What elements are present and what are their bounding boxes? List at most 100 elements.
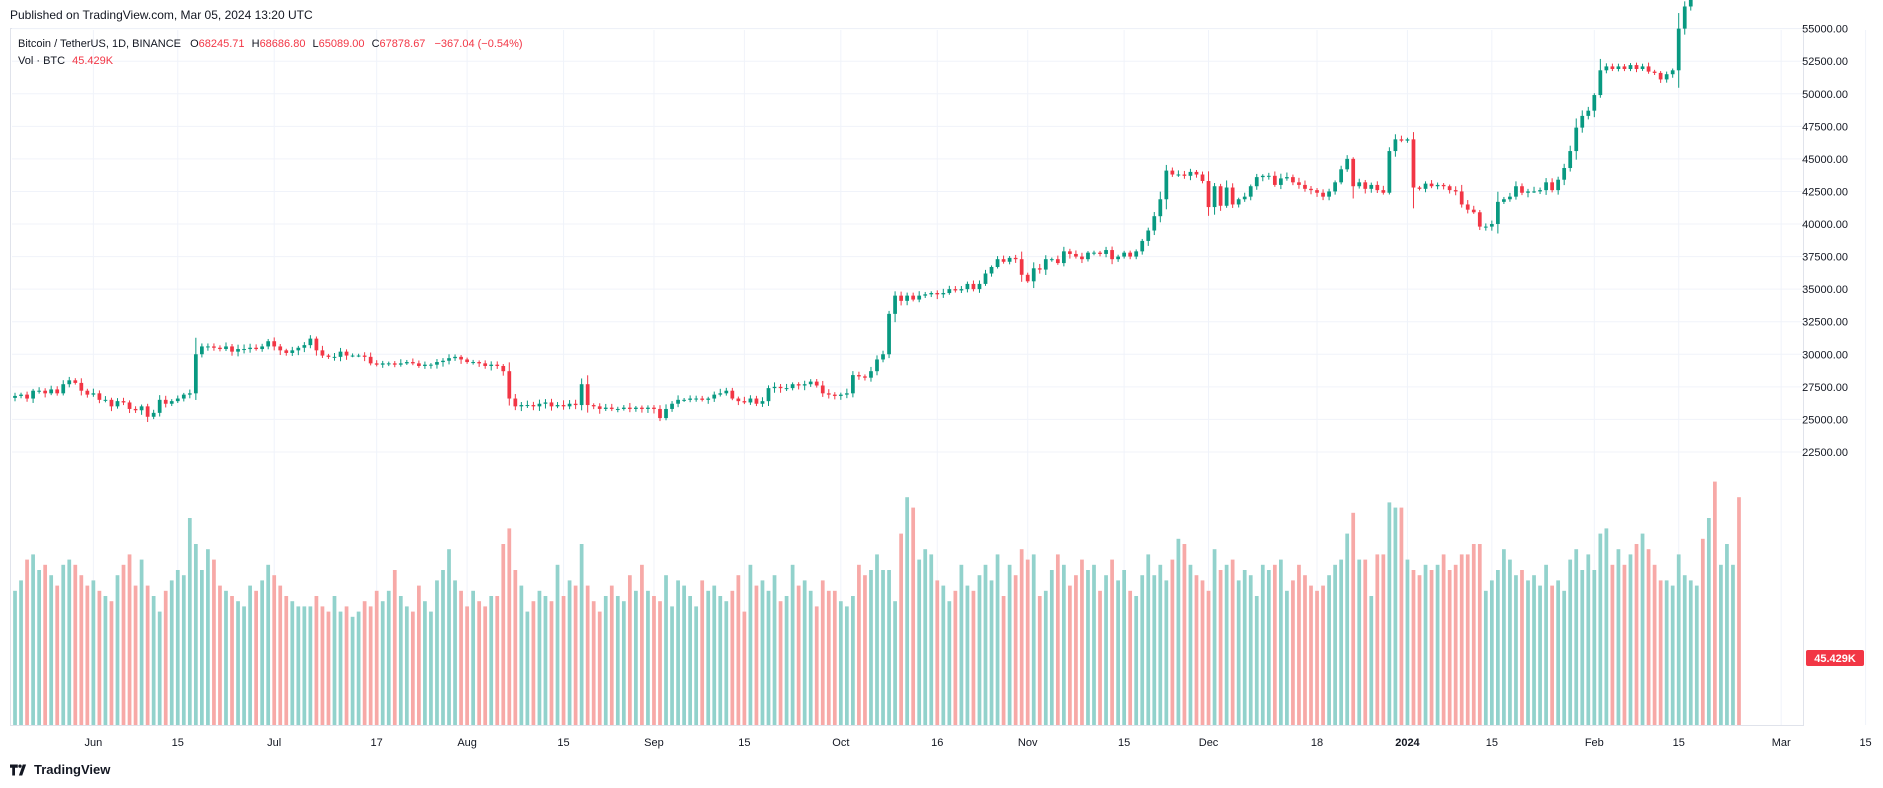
volume-bar <box>49 575 54 725</box>
volume-bar <box>266 564 271 725</box>
candle-body <box>863 376 867 378</box>
candle-body <box>1315 190 1319 193</box>
volume-bar <box>1309 585 1313 725</box>
time-tick-label: Mar <box>1772 737 1791 749</box>
volume-bar <box>1399 507 1404 725</box>
candle-body <box>163 399 168 404</box>
candle-body <box>1128 252 1133 257</box>
volume-bar <box>1441 554 1446 725</box>
volume-bar <box>386 590 391 725</box>
candle-body <box>206 346 210 348</box>
volume-bar <box>760 580 765 725</box>
candle-body <box>121 401 126 403</box>
volume-bar <box>1272 564 1277 725</box>
price-tick-label: 47500.00 <box>1802 121 1848 133</box>
close-value: 67878.67 <box>379 38 426 50</box>
volume-bar <box>929 554 934 725</box>
tradingview-footer[interactable]: TradingView <box>10 762 110 777</box>
volume-bar <box>1260 564 1265 725</box>
volume-bar <box>688 596 693 725</box>
candle-body <box>772 386 777 389</box>
volume-bar <box>163 590 168 725</box>
volume-bar <box>1586 554 1591 725</box>
volume-bar <box>260 580 265 725</box>
volume-bar <box>784 596 789 725</box>
candle-body <box>1405 139 1410 141</box>
candle-body <box>814 381 819 386</box>
volume-bar <box>814 606 819 725</box>
candle-body <box>1550 182 1554 191</box>
volume-bar <box>700 580 705 725</box>
candle-body <box>1646 66 1651 72</box>
candle-body <box>386 363 391 365</box>
volume-bar <box>37 570 41 725</box>
volume-bar <box>344 606 349 725</box>
volume-bar <box>1188 564 1193 725</box>
volume-bar <box>423 601 427 725</box>
candle-body <box>573 403 578 406</box>
candle-body <box>31 390 35 399</box>
volume-bar <box>507 528 512 725</box>
volume-bar <box>1483 590 1488 725</box>
volume-value: 45.429K <box>72 55 114 67</box>
time-tick-label: Dec <box>1199 737 1219 749</box>
candle-body <box>471 362 476 364</box>
volume-bar <box>802 580 807 725</box>
volume-bar <box>1013 575 1018 725</box>
candle-body <box>37 390 41 392</box>
volume-bar <box>459 590 463 725</box>
candle-body <box>694 398 699 400</box>
candle-body <box>838 394 843 396</box>
volume-bar <box>670 606 674 725</box>
volume-bar <box>1230 559 1235 725</box>
volume-bar <box>832 590 837 725</box>
volume-bar <box>67 559 72 725</box>
volume-bar <box>157 611 162 725</box>
volume-bar <box>609 585 614 725</box>
candle-body <box>748 398 753 403</box>
volume-bar <box>1055 554 1060 725</box>
candle-body <box>260 346 265 350</box>
candle-body <box>730 390 735 399</box>
volume-bar <box>441 570 445 725</box>
candle-body <box>875 359 879 372</box>
candle-body <box>61 384 66 394</box>
volume-bar <box>97 590 102 725</box>
candle-body <box>1272 175 1277 185</box>
volume-bar <box>181 575 186 725</box>
candle-body <box>1297 182 1301 185</box>
volume-bar <box>145 585 150 725</box>
candle-body <box>1285 177 1289 179</box>
volume-bar <box>1074 575 1078 725</box>
candle-body <box>513 398 518 407</box>
candle-body <box>1158 199 1163 217</box>
volume-bar <box>115 575 120 725</box>
candle-body <box>609 407 614 409</box>
candle-body <box>682 399 686 401</box>
volume-bar <box>1134 596 1139 725</box>
candle-body <box>1104 250 1108 254</box>
candle-body <box>157 399 162 413</box>
candle-body <box>332 356 337 358</box>
candle-body <box>1640 66 1645 70</box>
candle-body <box>1658 72 1663 80</box>
tradingview-logo-icon <box>10 763 27 776</box>
volume-bar <box>863 575 867 725</box>
candle-body <box>1224 187 1229 206</box>
volume-bar <box>338 611 343 725</box>
candle-body <box>941 293 946 295</box>
candle-body <box>983 273 988 284</box>
candles <box>13 0 1693 423</box>
volume-bar <box>1700 538 1705 725</box>
volume-bar <box>1616 549 1621 725</box>
candle-body <box>760 401 765 404</box>
candle-body <box>398 363 403 365</box>
candle-body <box>995 259 1000 267</box>
volume-bar <box>694 606 699 725</box>
candle-body <box>1001 259 1006 262</box>
volume-bar <box>1224 564 1229 725</box>
volume-bar <box>1435 564 1440 725</box>
volume-bar <box>429 611 433 725</box>
candle-body <box>1514 186 1518 197</box>
